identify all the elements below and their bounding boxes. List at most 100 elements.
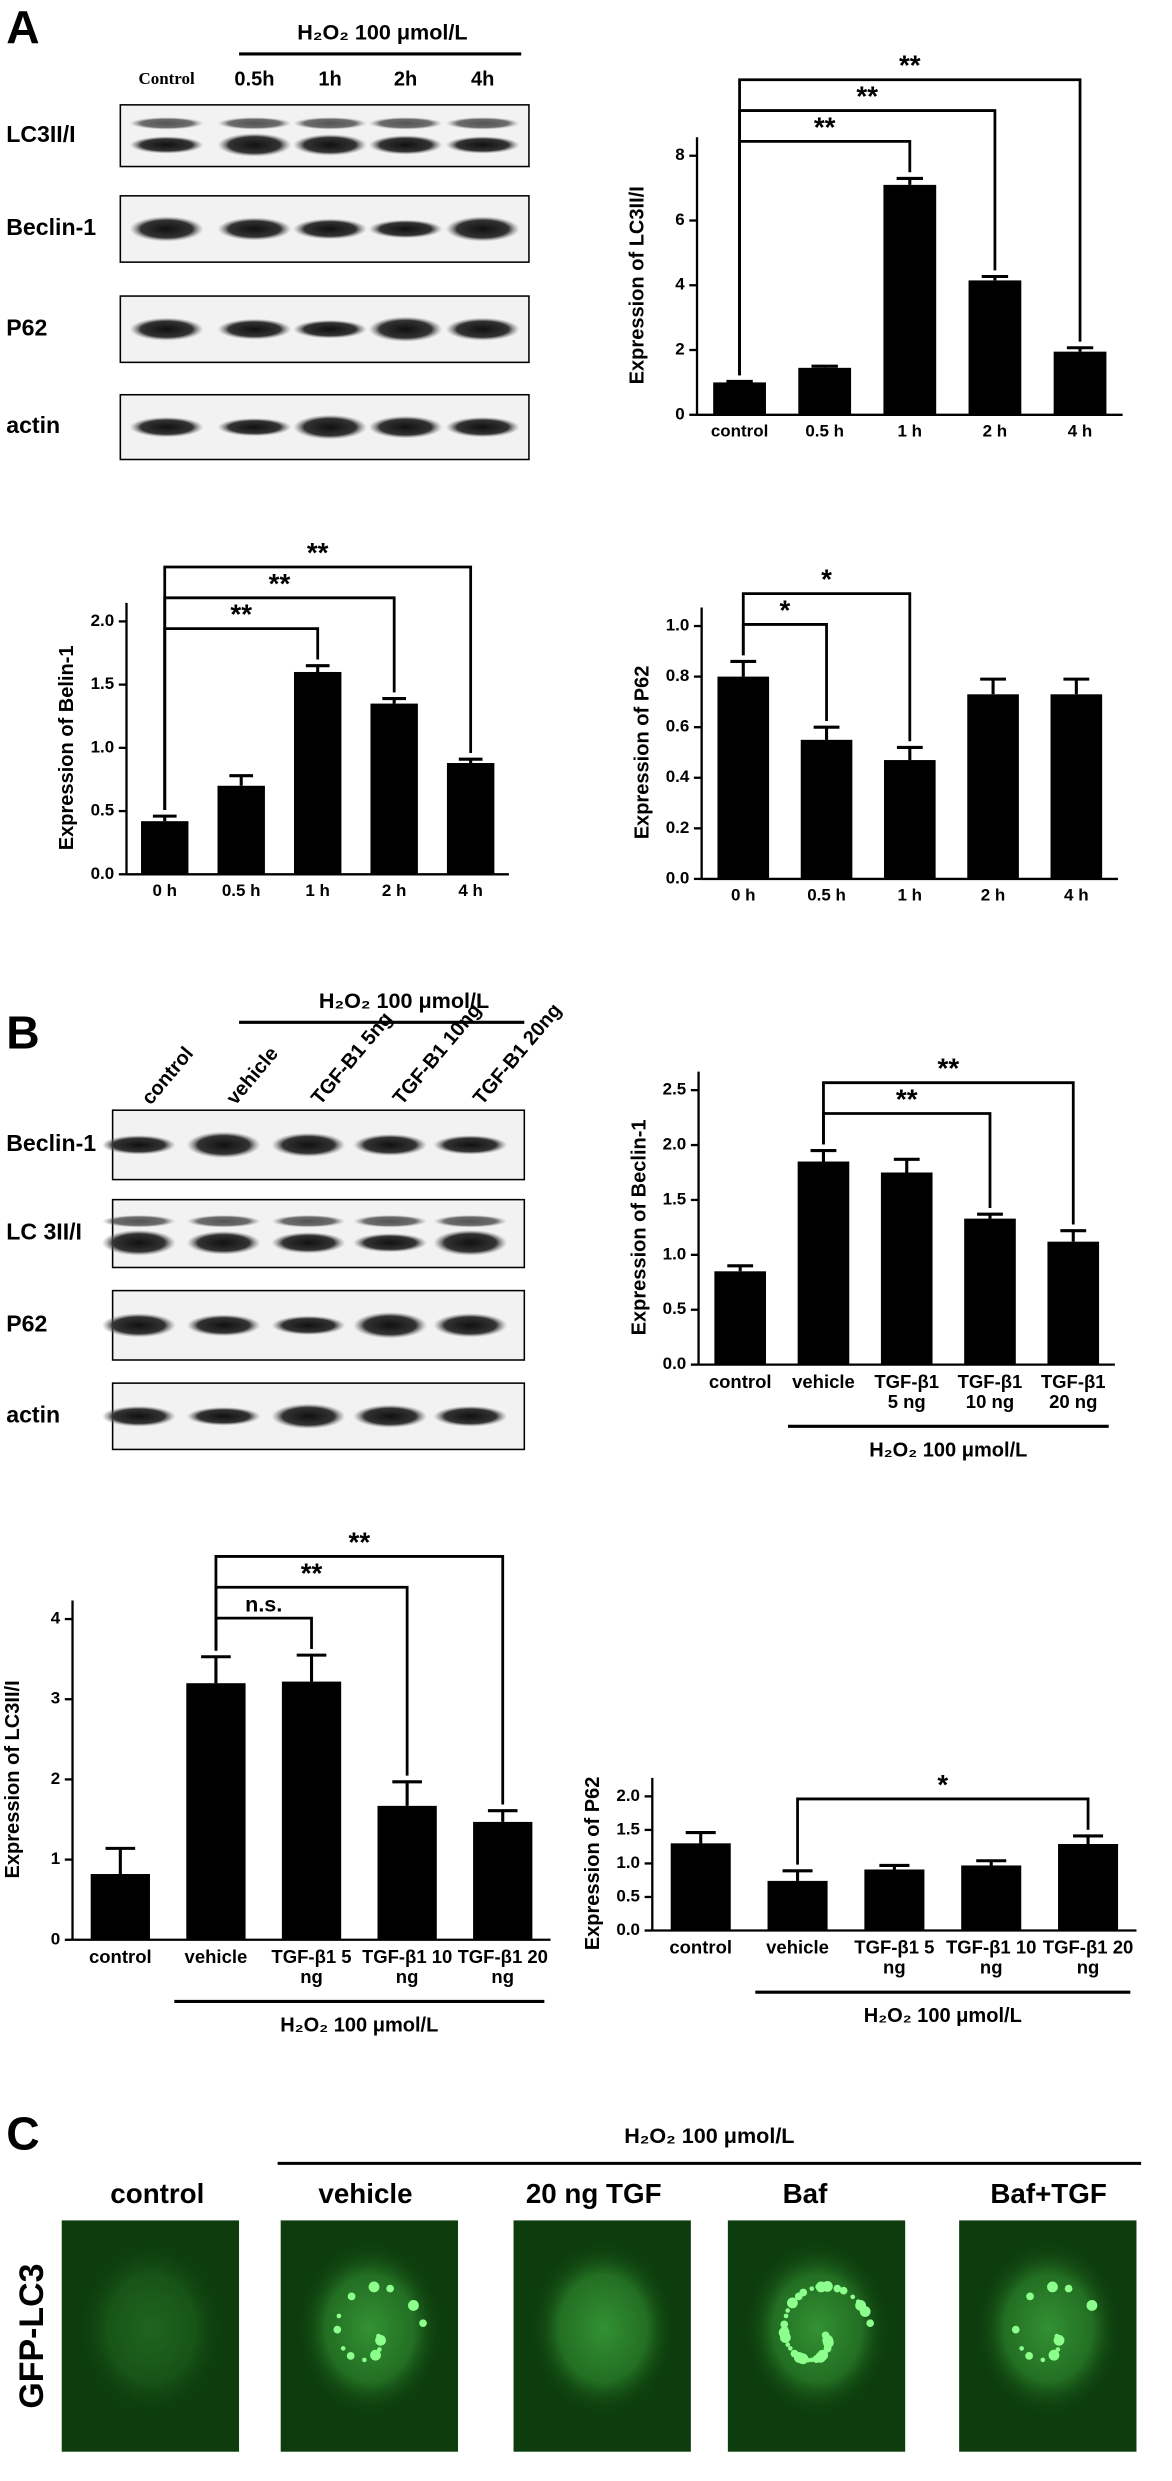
error-bar	[685, 1831, 716, 1844]
y-tick-label: 0.0	[666, 868, 690, 887]
x-tick-label-box: 4 h	[1064, 887, 1089, 906]
x-tick-label-box: TGF-β1 10 ng	[362, 1947, 452, 1987]
bar	[217, 785, 265, 875]
significance-label: **	[269, 568, 291, 599]
lc3-puncta	[815, 2284, 820, 2290]
lc3-puncta	[1086, 2300, 1098, 2311]
x-tick-label: 0 h	[730, 886, 756, 906]
lc3-puncta	[333, 2325, 342, 2334]
lc3-puncta	[346, 2351, 355, 2360]
x-tick-label: TGF-β1 5 ng	[874, 1372, 940, 1413]
blot-band	[271, 1315, 346, 1336]
group-label: H₂O₂ 100 μmol/L	[864, 2005, 1022, 2027]
x-tick-label-box: 4 h	[1068, 422, 1093, 441]
x-tick-label-box: control	[709, 1372, 772, 1392]
image-label: 20 ng TGF	[526, 2178, 662, 2209]
lc3-puncta	[850, 2294, 856, 2300]
blot-band	[353, 1312, 428, 1339]
treatment-label: H₂O₂ 100 μmol/L	[624, 2123, 794, 2148]
blot-band	[353, 1404, 428, 1428]
significance-label: **	[938, 1053, 960, 1084]
image-label: Baf	[783, 2178, 828, 2209]
error-bar	[392, 1780, 422, 1806]
row-label: LC 3II/I	[6, 1219, 82, 1245]
blot-band	[129, 317, 204, 341]
y-tick-label: 8	[675, 145, 684, 164]
error-bar	[296, 1653, 327, 1682]
lc3-puncta	[866, 2319, 875, 2328]
error-bar	[727, 1264, 754, 1272]
y-tick-label: 2.0	[663, 1135, 687, 1154]
y-tick-label: 3	[51, 1689, 60, 1708]
x-tick-label: TGF-β1 5 ng	[271, 1947, 352, 1988]
y-tick-label: 0.6	[666, 717, 690, 736]
blot-band	[445, 317, 520, 341]
lc3-puncta	[386, 2284, 394, 2293]
blot-band	[368, 219, 443, 239]
bar	[713, 382, 766, 415]
panel-label: B	[6, 1006, 39, 1058]
x-tick-label: 4 h	[458, 881, 483, 901]
blot-band	[129, 136, 204, 154]
x-tick-label-box: vehicle	[792, 1372, 855, 1392]
lc3-puncta	[833, 2284, 842, 2293]
lc3-puncta	[823, 2344, 832, 2353]
significance-label: n.s.	[245, 1591, 282, 1616]
error-bar	[1066, 346, 1094, 352]
significance-bracket	[738, 78, 1082, 376]
blot-band	[129, 117, 204, 130]
lc3-puncta	[799, 2288, 808, 2297]
y-axis-title: Expression of Beclin-1	[628, 1119, 650, 1335]
lc3-puncta	[839, 2286, 848, 2295]
x-tick-label: 0.5 h	[221, 881, 261, 901]
lane-label: vehicle	[222, 1043, 283, 1109]
lane-label: 1h	[318, 68, 341, 90]
x-tick-label-box: control	[711, 422, 768, 441]
lane-label: Control	[138, 69, 194, 88]
blot-band	[129, 416, 204, 438]
lc3-puncta	[855, 2299, 861, 2304]
lc3-puncta	[1047, 2281, 1058, 2293]
bar	[186, 1683, 246, 1940]
blot-band	[101, 1313, 176, 1338]
x-tick-label: 1 h	[305, 881, 330, 901]
error-bar	[105, 1846, 136, 1875]
blot-band	[433, 1313, 508, 1338]
blot-band	[445, 117, 520, 130]
bar	[961, 1865, 1022, 1931]
significance-bracket	[822, 1081, 1075, 1225]
significance-label: **	[856, 81, 878, 112]
x-tick-label-box: TGF-β1 5 ng	[854, 1938, 934, 1978]
x-tick-label: vehicle	[766, 1938, 829, 1959]
error-bar	[813, 725, 840, 740]
lc3-puncta	[805, 2357, 811, 2363]
x-tick-label: 2 h	[982, 422, 1008, 441]
y-tick-label: 0.0	[616, 1920, 640, 1939]
lc3-puncta	[785, 2342, 791, 2347]
y-tick-label: 1	[51, 1849, 60, 1868]
significance-bracket	[214, 1616, 313, 1651]
blot-band	[186, 1406, 261, 1426]
error-bar	[976, 1859, 1007, 1866]
blot-band	[293, 218, 368, 240]
lane-label: 0.5h	[234, 68, 274, 90]
cell	[77, 2238, 226, 2418]
significance-label: **	[301, 1557, 323, 1588]
x-tick-label-box: 1 h	[898, 887, 923, 906]
lc3-puncta	[1053, 2334, 1065, 2346]
lc3-puncta	[1011, 2325, 1020, 2334]
blot-band	[271, 1232, 346, 1254]
x-tick-label: 0.5 h	[805, 422, 845, 441]
x-tick-label-box: TGF-β1 20 ng	[457, 1947, 547, 1987]
bar	[798, 367, 852, 415]
y-tick-label: 0	[51, 1929, 60, 1948]
lc3-puncta	[859, 2306, 871, 2317]
lc3-puncta	[822, 2337, 834, 2348]
y-tick-label: 2.0	[616, 1786, 640, 1805]
treatment-label: H₂O₂ 100 μmol/L	[297, 20, 467, 45]
lc3-puncta	[788, 2346, 793, 2351]
y-axis-title: Expression of LC3II/I	[627, 186, 649, 384]
x-tick-label-box: 1 h	[305, 881, 330, 901]
x-tick-label: vehicle	[184, 1947, 248, 1968]
error-bar	[152, 814, 177, 822]
